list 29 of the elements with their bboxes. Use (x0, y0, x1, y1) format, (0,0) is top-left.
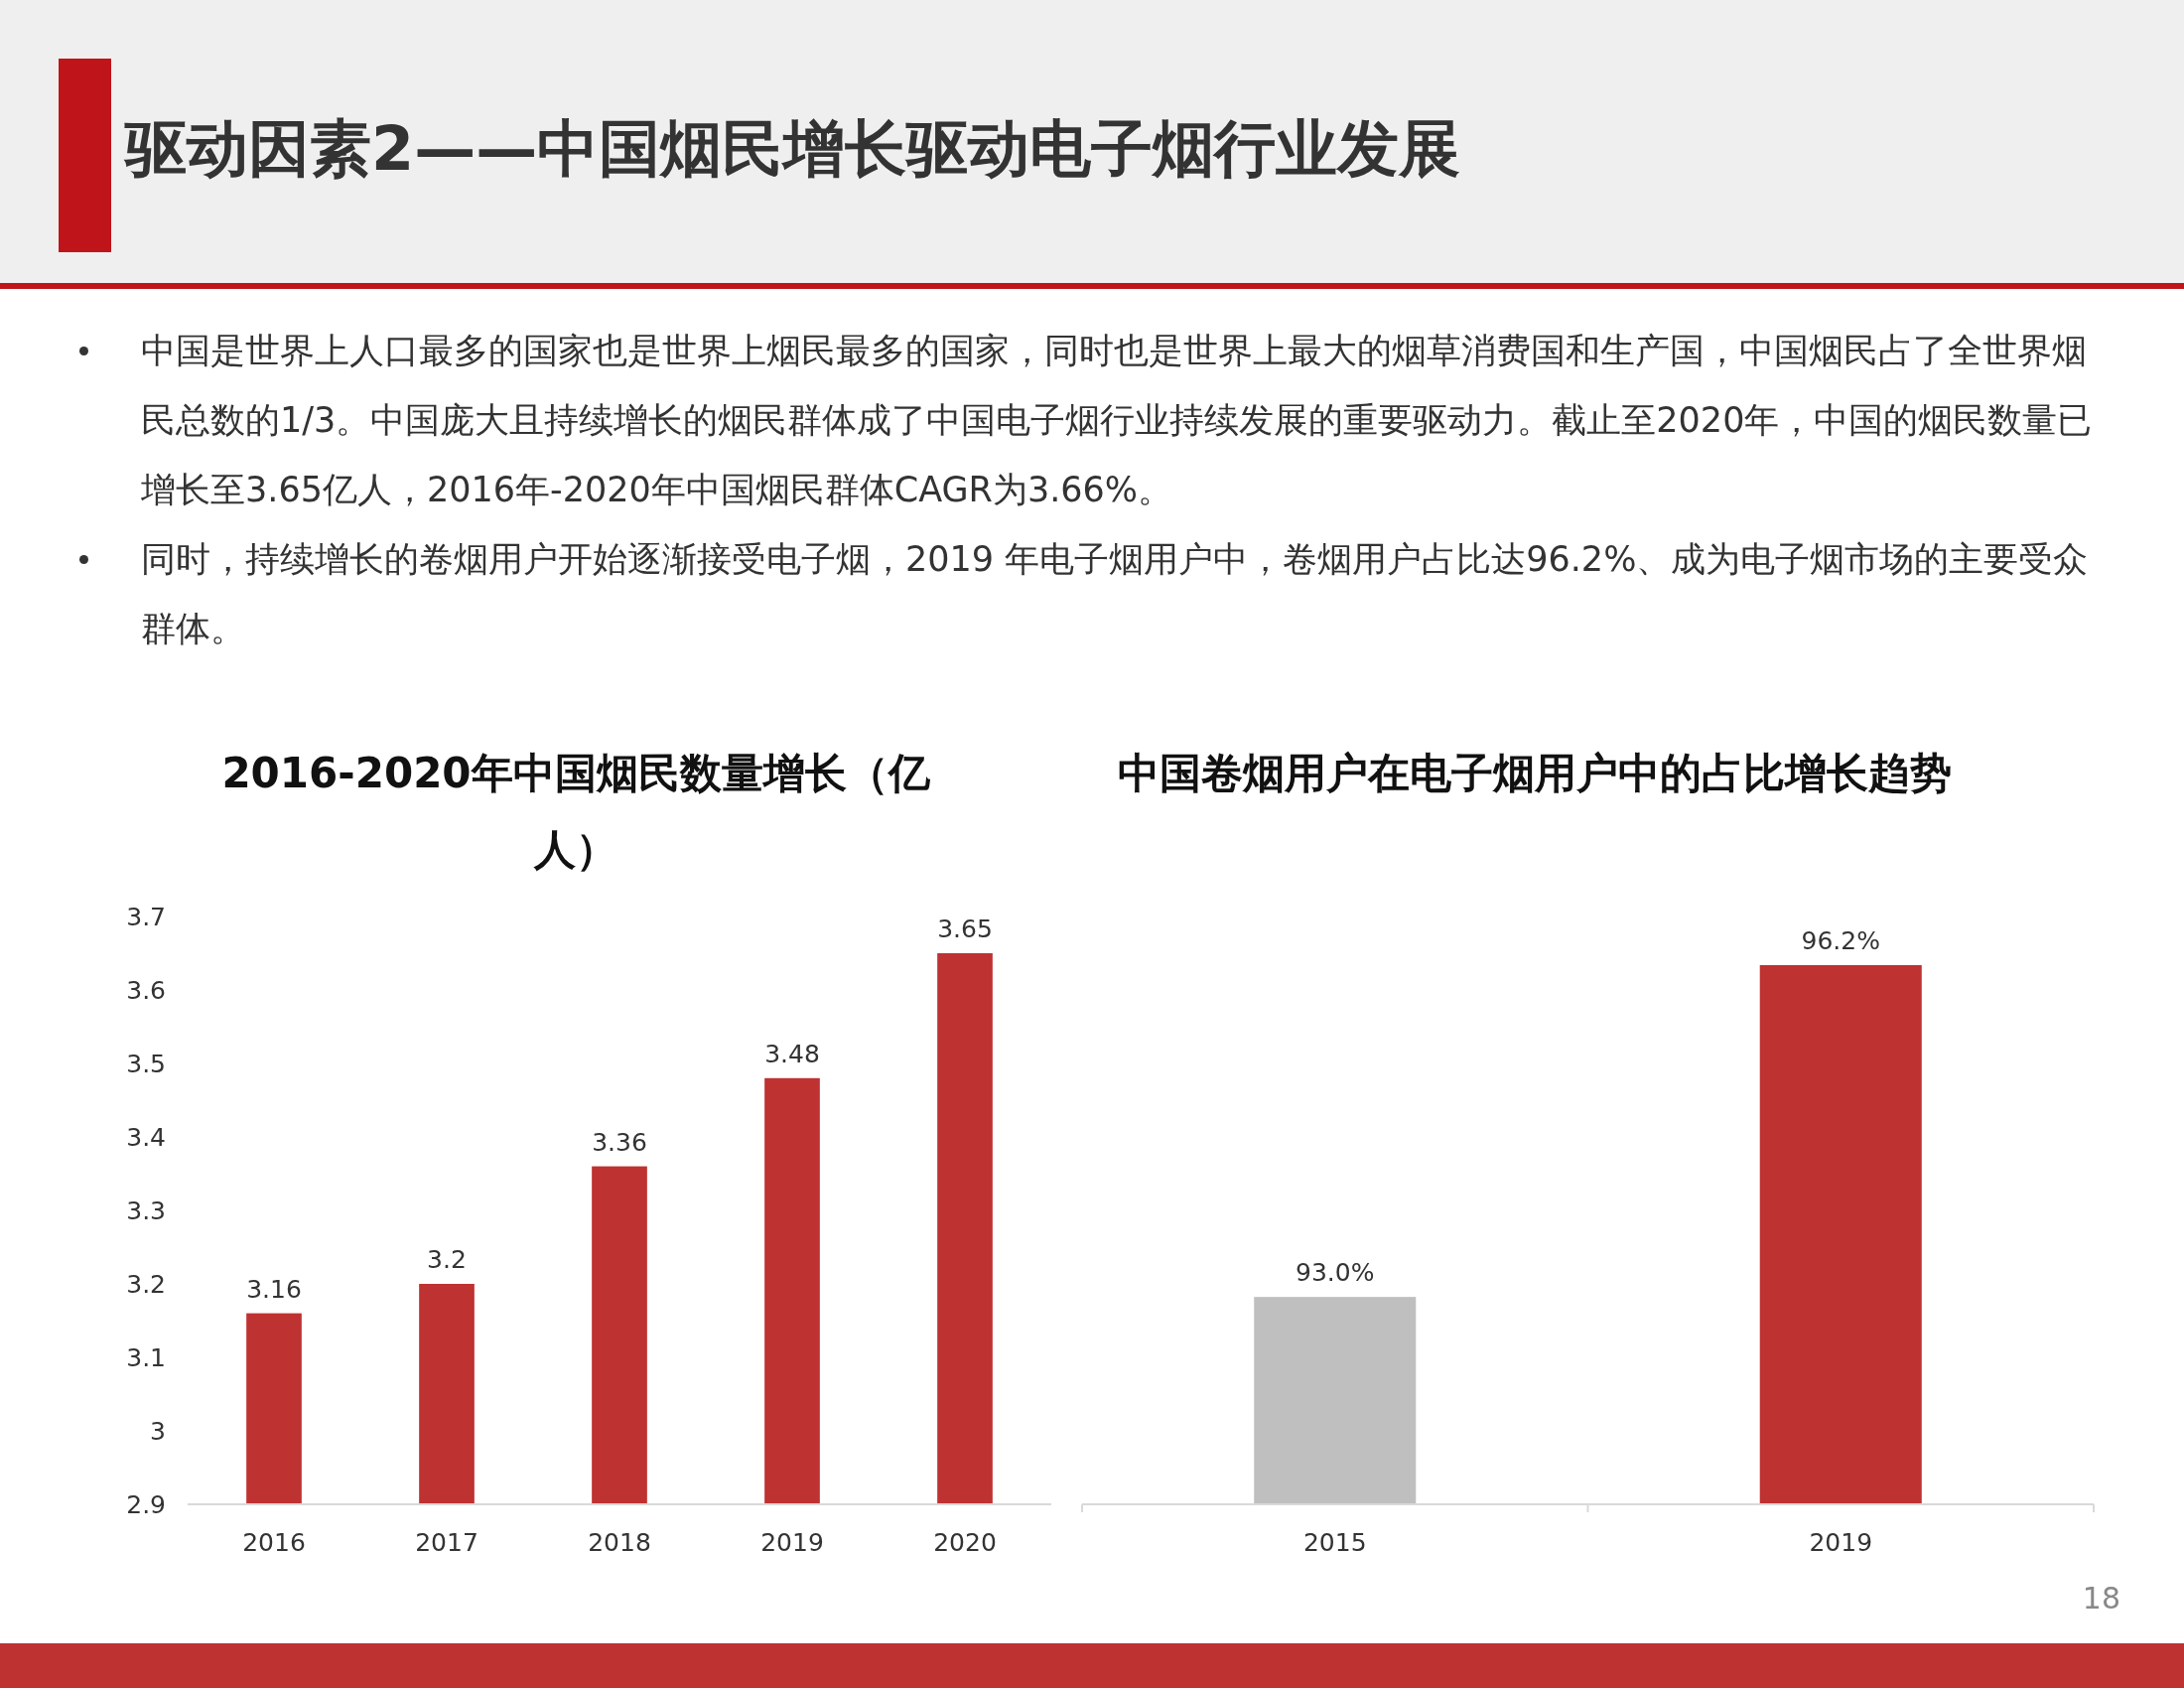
y-tick-label: 3.7 (126, 903, 166, 931)
data-label: 93.0% (1296, 1258, 1375, 1288)
x-tick-label: 2018 (588, 1528, 651, 1557)
y-tick-label: 3 (150, 1417, 166, 1446)
data-label: 3.2 (427, 1245, 467, 1274)
data-label: 3.16 (246, 1274, 302, 1304)
y-tick-label: 3.2 (126, 1270, 166, 1299)
y-tick-label: 3.6 (126, 976, 166, 1005)
x-tick-label: 2020 (933, 1528, 997, 1557)
x-tick-label: 2019 (760, 1528, 824, 1557)
chart-title: 2016-2020年中国烟民数量增长（亿人） (220, 748, 931, 876)
y-tick-label: 3.1 (126, 1343, 166, 1372)
x-tick-label: 2019 (1809, 1528, 1873, 1557)
data-label: 3.36 (592, 1127, 647, 1157)
text: 中国是世界上人口最多的国家也是世界上烟民最多的国家，同时也是世界上最大的烟草消费国和生产国，中国烟民占了全世界烟民总数的1/3。中国庞大且持续增长的烟民群体成了中国电子烟行业持续发展的重要驱动力。截止至2020年，中国的烟民数量已增长至3.65亿人，2016年-2020年中国烟民群体CAGR为3.66%。 (141, 330, 2094, 511)
y-tick-label: 3.3 (126, 1196, 166, 1225)
y-tick-label: 3.5 (126, 1050, 166, 1078)
data-label: 3.65 (937, 914, 993, 943)
x-tick-label: 2016 (242, 1528, 306, 1557)
y-tick-label: 3.4 (126, 1123, 166, 1152)
y-tick-label: 2.9 (126, 1490, 166, 1519)
x-tick-label: 2017 (415, 1528, 478, 1557)
text: 驱动因素2——中国烟民增长驱动电子烟行业发展 (125, 111, 1461, 187)
data-label: 96.2% (1801, 926, 1880, 955)
text: 18 (2082, 1581, 2120, 1616)
chart-title: 中国卷烟用户在电子烟用户中的占比增长趋势 (1117, 748, 1953, 799)
data-label: 3.48 (764, 1039, 820, 1068)
text: 同时，持续增长的卷烟用户开始逐渐接受电子烟，2019 年电子烟用户中，卷烟用户占比达96.2%、成为电子烟市场的主要受众群体。 (141, 538, 2090, 650)
x-tick-label: 2015 (1302, 1528, 1367, 1557)
